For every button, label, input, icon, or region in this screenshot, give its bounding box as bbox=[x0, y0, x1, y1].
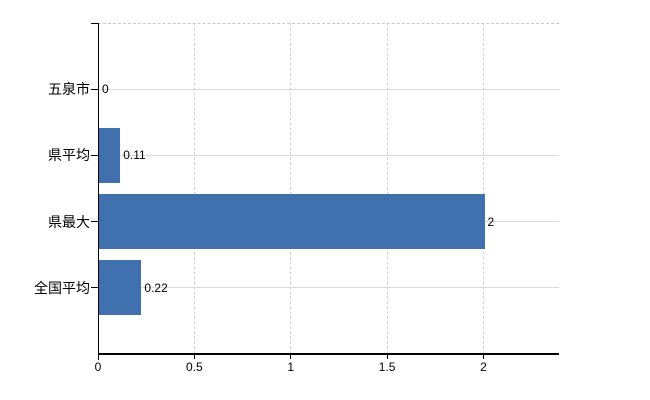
value-label: 2 bbox=[487, 214, 495, 229]
vertical-gridline bbox=[483, 23, 484, 354]
value-label: 0.22 bbox=[144, 280, 168, 295]
vertical-gridline bbox=[290, 23, 292, 354]
y-axis-tick bbox=[91, 22, 98, 24]
x-tick-label: 1 bbox=[287, 360, 295, 374]
x-axis-tick bbox=[290, 353, 292, 359]
value-label: 0 bbox=[102, 82, 109, 97]
x-axis-tick bbox=[193, 353, 195, 359]
y-axis-line bbox=[97, 23, 99, 360]
x-axis-tick bbox=[386, 353, 388, 359]
category-label: 県平均 bbox=[48, 147, 90, 164]
bar bbox=[99, 260, 142, 316]
x-axis-tick bbox=[97, 353, 99, 359]
x-tick-label: 0.5 bbox=[186, 360, 203, 374]
y-axis-tick bbox=[91, 154, 98, 156]
y-axis-tick bbox=[91, 221, 98, 223]
x-tick-label: 2 bbox=[480, 360, 487, 374]
horizontal-gridline bbox=[98, 88, 559, 90]
x-axis-line bbox=[97, 353, 559, 355]
bar bbox=[99, 194, 485, 250]
category-label: 五泉市 bbox=[48, 81, 90, 98]
horizontal-gridline bbox=[98, 287, 559, 289]
vertical-gridline bbox=[193, 23, 195, 354]
vertical-gridline bbox=[386, 23, 388, 354]
bar bbox=[99, 127, 121, 183]
category-label: 全国平均 bbox=[34, 279, 90, 296]
y-axis-tick bbox=[91, 88, 98, 90]
plot-top-border bbox=[98, 22, 559, 24]
x-tick-label: 1.5 bbox=[378, 360, 396, 374]
horizontal-gridline bbox=[98, 154, 559, 156]
x-tick-label: 0 bbox=[94, 360, 102, 374]
y-axis-tick bbox=[91, 287, 98, 289]
x-axis-tick bbox=[483, 353, 484, 359]
category-label: 県最大 bbox=[48, 213, 90, 230]
value-label: 0.11 bbox=[123, 148, 146, 163]
